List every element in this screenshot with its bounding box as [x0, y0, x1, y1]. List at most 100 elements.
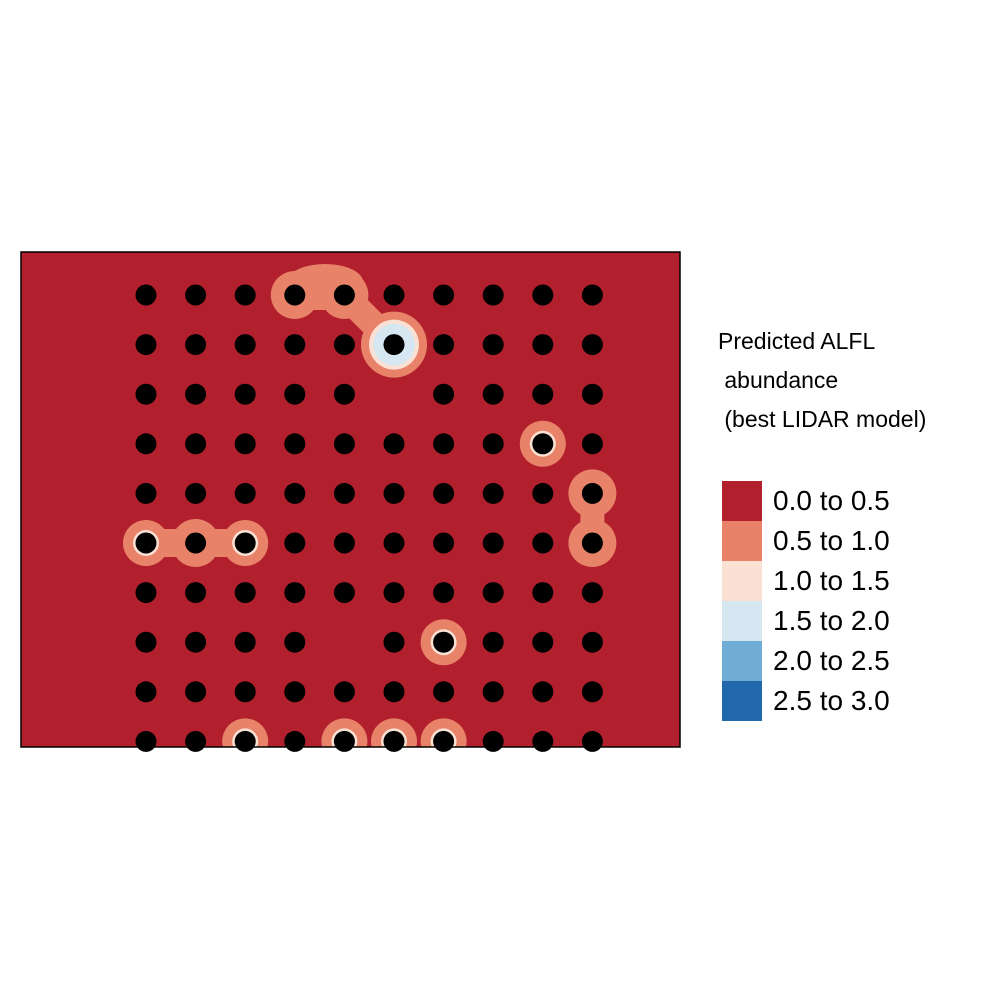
- survey-point: [482, 532, 504, 554]
- legend-swatch: [722, 601, 762, 641]
- survey-point: [135, 284, 157, 306]
- survey-point: [383, 681, 405, 703]
- survey-point: [433, 681, 455, 703]
- survey-point: [433, 730, 455, 752]
- survey-point: [532, 433, 554, 455]
- survey-point: [581, 631, 603, 653]
- survey-point: [482, 284, 504, 306]
- survey-point: [333, 532, 355, 554]
- survey-point: [333, 681, 355, 703]
- survey-point: [532, 383, 554, 405]
- survey-point: [433, 433, 455, 455]
- survey-point: [234, 681, 256, 703]
- survey-point: [581, 433, 603, 455]
- survey-point: [581, 482, 603, 504]
- survey-point: [333, 284, 355, 306]
- legend-item: 0.5 to 1.0: [722, 521, 890, 561]
- survey-point: [234, 582, 256, 604]
- legend-swatch: [722, 521, 762, 561]
- survey-point: [333, 730, 355, 752]
- survey-point: [284, 631, 306, 653]
- survey-point: [234, 532, 256, 554]
- legend-swatch: [722, 481, 762, 521]
- legend-item: 1.0 to 1.5: [722, 561, 890, 601]
- survey-point: [482, 383, 504, 405]
- survey-point: [234, 284, 256, 306]
- survey-point: [135, 681, 157, 703]
- survey-point: [532, 284, 554, 306]
- survey-point: [333, 383, 355, 405]
- survey-point: [284, 681, 306, 703]
- survey-point: [284, 532, 306, 554]
- survey-point: [482, 482, 504, 504]
- survey-point: [433, 383, 455, 405]
- survey-point: [234, 433, 256, 455]
- legend-title-line: abundance: [718, 367, 839, 393]
- survey-point: [482, 334, 504, 356]
- legend-item: 2.5 to 3.0: [722, 681, 890, 721]
- survey-point: [433, 532, 455, 554]
- survey-point: [581, 383, 603, 405]
- survey-point: [383, 582, 405, 604]
- survey-point: [284, 334, 306, 356]
- survey-point: [234, 730, 256, 752]
- survey-point: [284, 730, 306, 752]
- survey-point: [581, 730, 603, 752]
- survey-point: [383, 433, 405, 455]
- survey-point: [383, 334, 405, 356]
- survey-point: [482, 582, 504, 604]
- legend-label: 2.5 to 3.0: [773, 685, 890, 716]
- survey-point: [581, 532, 603, 554]
- survey-point: [333, 482, 355, 504]
- survey-point: [185, 433, 207, 455]
- survey-point: [532, 631, 554, 653]
- raster-layer: [21, 252, 680, 747]
- legend-swatch: [722, 561, 762, 601]
- survey-point: [333, 433, 355, 455]
- survey-point: [433, 284, 455, 306]
- survey-point: [185, 582, 207, 604]
- survey-point: [532, 532, 554, 554]
- legend-title: Predicted ALFL abundance (best LIDAR mod…: [718, 322, 926, 439]
- survey-point: [433, 631, 455, 653]
- survey-point: [185, 532, 207, 554]
- survey-point: [284, 482, 306, 504]
- survey-point: [185, 482, 207, 504]
- survey-point: [234, 631, 256, 653]
- survey-point: [581, 582, 603, 604]
- survey-point: [135, 631, 157, 653]
- survey-point: [185, 383, 207, 405]
- survey-point: [482, 631, 504, 653]
- survey-point: [234, 482, 256, 504]
- survey-point: [482, 681, 504, 703]
- survey-point: [234, 383, 256, 405]
- survey-point: [532, 482, 554, 504]
- legend-swatch: [722, 641, 762, 681]
- survey-point: [234, 334, 256, 356]
- legend-label: 0.5 to 1.0: [773, 525, 890, 556]
- survey-point: [284, 582, 306, 604]
- survey-point: [185, 631, 207, 653]
- survey-point: [135, 334, 157, 356]
- legend-swatch: [722, 681, 762, 721]
- legend-label: 0.0 to 0.5: [773, 485, 890, 516]
- survey-point: [383, 631, 405, 653]
- survey-point: [532, 730, 554, 752]
- legend-title-line: (best LIDAR model): [718, 406, 927, 432]
- survey-point: [284, 284, 306, 306]
- survey-point: [383, 730, 405, 752]
- survey-point: [135, 383, 157, 405]
- panel-border: [20, 251, 681, 748]
- survey-point: [482, 433, 504, 455]
- survey-point: [383, 532, 405, 554]
- survey-point: [185, 730, 207, 752]
- survey-point: [383, 482, 405, 504]
- survey-point: [135, 730, 157, 752]
- legend-title-line: Predicted ALFL: [718, 328, 876, 354]
- survey-point: [581, 334, 603, 356]
- survey-point: [185, 681, 207, 703]
- legend-label: 1.5 to 2.0: [773, 605, 890, 636]
- survey-point: [185, 334, 207, 356]
- survey-point: [383, 284, 405, 306]
